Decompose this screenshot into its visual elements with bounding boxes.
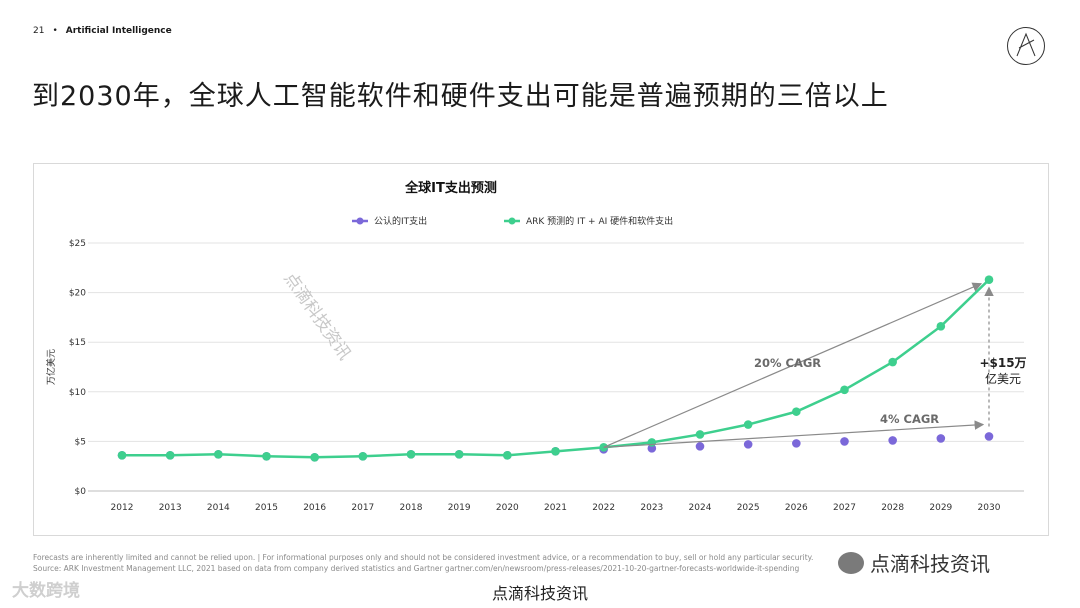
- delta-label-line2: 亿美元: [985, 371, 1021, 386]
- y-tick-label: $25: [69, 239, 86, 249]
- x-tick-label: 2012: [111, 503, 134, 513]
- x-tick-label: 2026: [785, 503, 808, 513]
- x-tick-label: 2019: [448, 503, 471, 513]
- legend-label: ARK 预测的 IT + AI 硬件和软件支出: [526, 215, 673, 227]
- x-tick-label: 2030: [978, 503, 1001, 513]
- footer-line-2: Source: ARK Investment Management LLC, 2…: [33, 564, 800, 573]
- ark-point: [695, 430, 705, 439]
- y-tick-label: $15: [69, 338, 86, 348]
- legend-label: 公认的IT支出: [374, 215, 427, 227]
- wechat-icon: [838, 551, 864, 574]
- ark-point: [406, 449, 416, 459]
- ark-logo-icon: [1007, 27, 1045, 65]
- x-tick-label: 2028: [881, 503, 904, 513]
- ark-point: [984, 275, 994, 285]
- consensus-point: [936, 434, 946, 443]
- watermark-bottom-center: 点滴科技资讯: [491, 584, 588, 603]
- ark-point: [358, 451, 368, 461]
- x-tick-label: 2015: [255, 503, 278, 513]
- watermark-bottom-right-text: 点滴科技资讯: [870, 552, 990, 576]
- chart-title: 全球IT支出预测: [404, 180, 497, 196]
- x-tick-label: 2013: [159, 503, 182, 513]
- consensus-point: [743, 440, 753, 449]
- section-label: Artificial Intelligence: [65, 26, 172, 36]
- ark-point: [117, 450, 127, 460]
- ark-point: [647, 438, 657, 447]
- x-tick-label: 2027: [833, 503, 856, 513]
- x-tick-label: 2016: [303, 503, 326, 513]
- consensus-point: [695, 442, 705, 451]
- ark-point: [888, 357, 897, 367]
- y-tick-label: $5: [75, 437, 86, 447]
- ark-point: [551, 447, 560, 456]
- watermark-bottom-left: 大数跨境: [12, 581, 80, 601]
- cagr-high-arrow: [603, 282, 983, 448]
- x-tick-label: 2024: [689, 503, 712, 513]
- y-axis-label: 万亿美元: [45, 349, 57, 385]
- page-title: 到2030年，全球人工智能软件和硬件支出可能是普遍预期的三倍以上: [32, 81, 889, 112]
- ark-point: [454, 449, 464, 459]
- chart-panel: $0 $5 $10 $15 $20 $25 2012 2013 2014 2015 2016 2017…: [33, 163, 1049, 536]
- x-tick-label: 2017: [351, 503, 374, 513]
- watermark-bottom-right: 点滴科技资讯: [838, 548, 990, 577]
- ark-point: [936, 322, 946, 331]
- consensus-point: [984, 432, 994, 441]
- x-tick-label: 2020: [496, 503, 519, 513]
- page-header: 21 • Artificial Intelligence: [33, 26, 172, 36]
- ark-point: [840, 385, 849, 395]
- x-tick-label: 2021: [544, 503, 567, 513]
- y-tick-label: $10: [69, 388, 86, 398]
- legend-swatch-marker: [356, 217, 364, 225]
- x-tick-label: 2018: [400, 503, 423, 513]
- footer-line-1: Forecasts are inherently limited and can…: [33, 553, 814, 562]
- ark-point: [503, 450, 512, 460]
- ark-point: [262, 451, 271, 461]
- cagr-high-label: 20% CAGR: [754, 356, 821, 370]
- footer-disclaimer: Forecasts are inherently limited and can…: [33, 552, 1043, 574]
- legend-swatch-marker: [508, 217, 516, 225]
- y-tick-label: $0: [75, 487, 87, 497]
- ark-point: [214, 449, 223, 459]
- page-number: 21: [33, 26, 45, 36]
- ark-point: [165, 450, 175, 460]
- x-tick-label: 2025: [737, 503, 760, 513]
- x-tick-label: 2022: [592, 503, 615, 513]
- consensus-point: [840, 437, 849, 446]
- chart-svg: $0 $5 $10 $15 $20 $25 2012 2013 2014 2015 2016 2017…: [45, 180, 1027, 513]
- ark-point: [310, 452, 319, 462]
- consensus-point: [888, 436, 897, 445]
- x-tick-label: 2014: [207, 503, 230, 513]
- ark-point: [792, 407, 801, 416]
- header-bullet: •: [52, 26, 58, 36]
- ark-point: [743, 420, 753, 429]
- consensus-point: [647, 444, 657, 453]
- x-tick-label: 2029: [929, 503, 952, 513]
- y-tick-label: $20: [69, 289, 86, 299]
- cagr-low-arrow: [603, 420, 985, 448]
- cagr-low-label: 4% CAGR: [880, 412, 939, 426]
- ark-series-line: [122, 278, 990, 459]
- delta-label-line1: +$15万: [979, 356, 1026, 370]
- x-tick-label: 2023: [640, 503, 663, 513]
- consensus-point: [792, 439, 801, 448]
